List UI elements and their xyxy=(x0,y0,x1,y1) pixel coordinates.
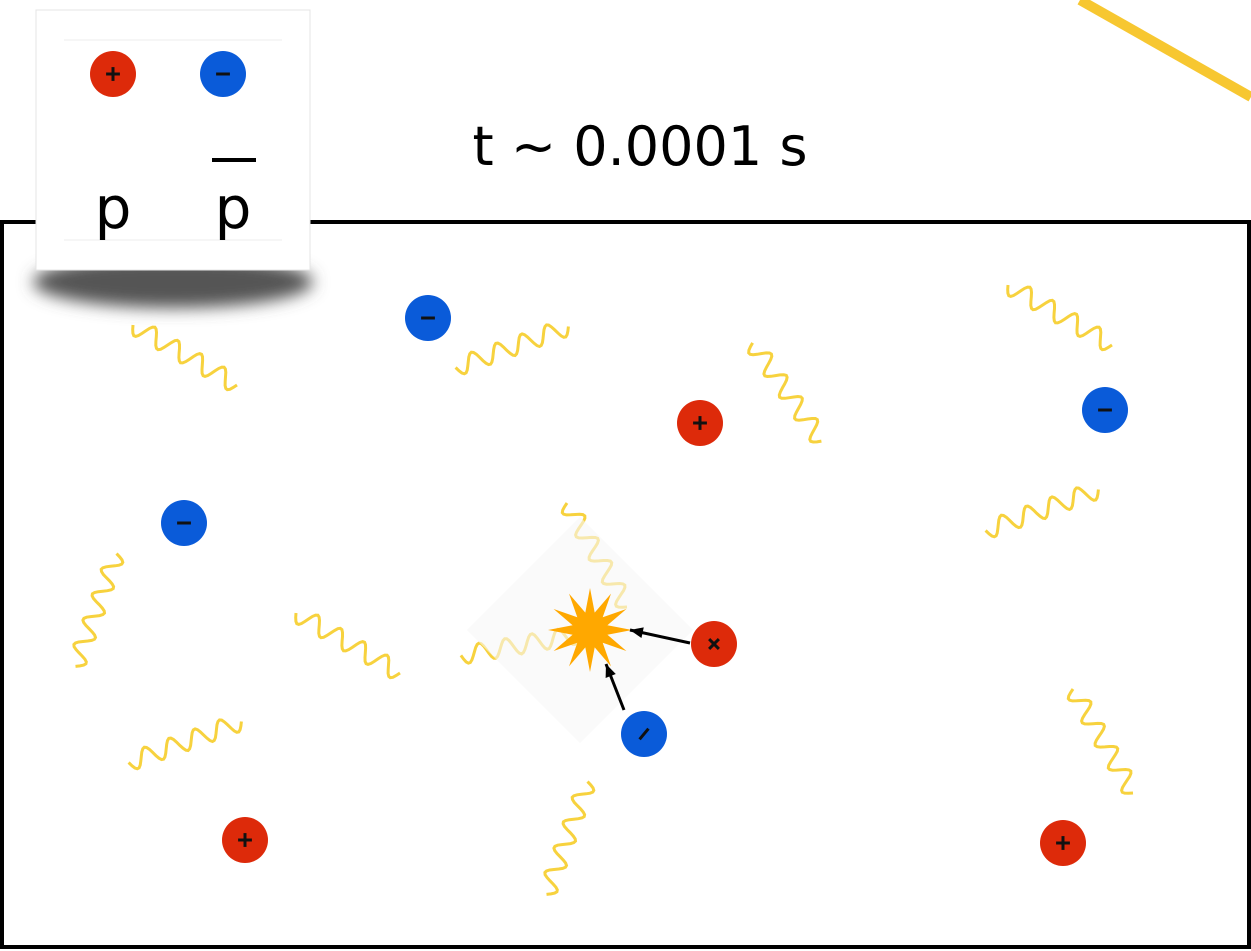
legend-card xyxy=(36,10,310,270)
decor-stroke xyxy=(1080,0,1251,97)
slide: t ~ 0.0001 s p p xyxy=(0,0,1251,951)
photon xyxy=(456,325,569,374)
photon xyxy=(74,554,123,667)
time-label: t ~ 0.0001 s xyxy=(473,115,808,178)
photon xyxy=(749,343,822,442)
particles xyxy=(161,295,1128,866)
photon xyxy=(1068,689,1133,793)
legend: p p xyxy=(33,10,313,308)
photon xyxy=(133,325,237,390)
photon xyxy=(129,720,242,769)
legend-label: p xyxy=(95,174,132,242)
photon xyxy=(986,488,1099,537)
legend-label: p xyxy=(215,174,252,242)
photon xyxy=(296,613,400,678)
photon xyxy=(1008,285,1112,350)
photon xyxy=(545,782,594,895)
